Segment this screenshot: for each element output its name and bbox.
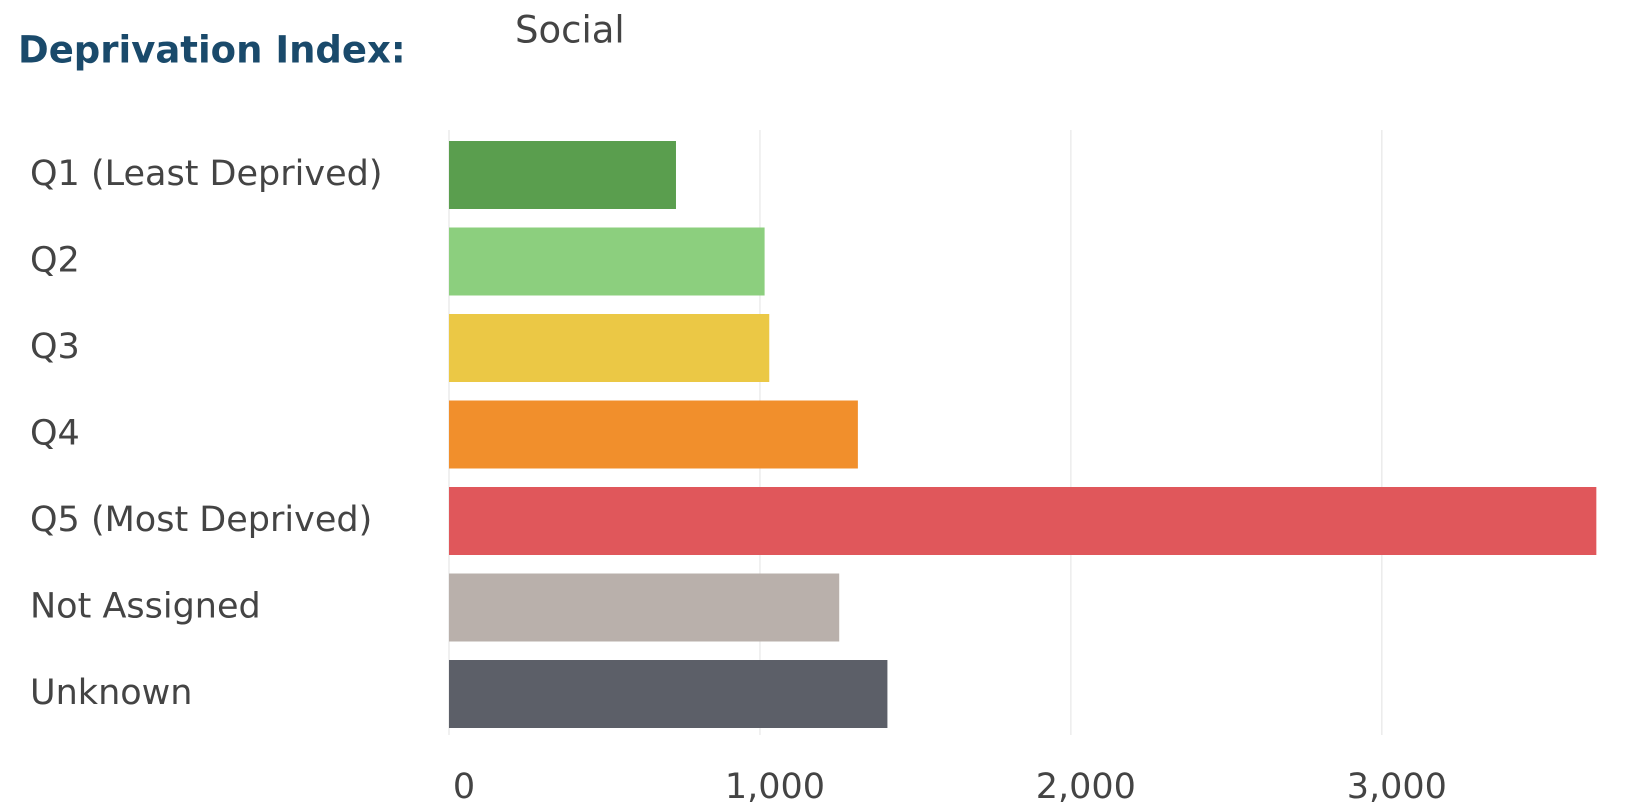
x-tick-label: 1,000 [725, 767, 825, 807]
x-tick-label: 2,000 [1036, 767, 1136, 807]
bar [449, 227, 765, 296]
y-tick-label: Q4 [30, 414, 80, 454]
bar [449, 400, 858, 469]
chart-subtitle: Social [515, 9, 625, 52]
y-tick-label: Q5 (Most Deprived) [30, 500, 372, 540]
bar [449, 487, 1597, 555]
x-tick-label: 3,000 [1347, 767, 1447, 807]
bar [449, 141, 676, 209]
y-tick-label: Q1 (Least Deprived) [30, 154, 382, 194]
y-tick-label: Not Assigned [30, 587, 261, 627]
y-tick-label: Q3 [30, 327, 80, 367]
chart-title: Deprivation Index: [18, 29, 406, 72]
x-tick-label: 0 [453, 767, 475, 807]
bar [449, 573, 840, 642]
y-tick-label: Q2 [30, 241, 80, 281]
y-tick-label: Unknown [30, 673, 192, 713]
bar [449, 314, 770, 382]
bar [449, 660, 888, 728]
